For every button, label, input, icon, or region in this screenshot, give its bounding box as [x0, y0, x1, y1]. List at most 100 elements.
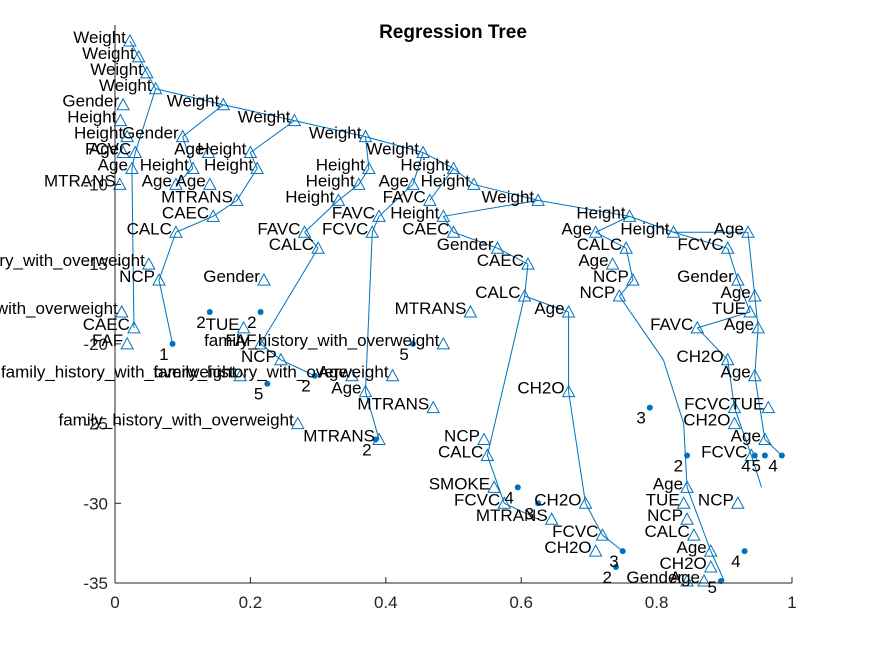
- y-tick-label: -35: [83, 574, 108, 593]
- tree-edge: [294, 120, 366, 138]
- tree-edge: [568, 391, 587, 504]
- x-tick-label: 0: [110, 593, 119, 612]
- tree-edge: [453, 168, 475, 185]
- branch-node-label: Height: [576, 203, 625, 222]
- tree-edge: [250, 120, 295, 153]
- branch-node: [751, 320, 765, 334]
- branch-node: [490, 241, 505, 254]
- branch-node-label: Height: [316, 155, 365, 174]
- branch-node-label: TUE: [646, 490, 680, 509]
- leaf-label: 1: [159, 345, 168, 364]
- branch-node-label: Gender: [62, 92, 119, 111]
- branch-node: [362, 161, 376, 174]
- branch-node-label: FAF: [225, 331, 256, 350]
- branch-node: [120, 336, 135, 350]
- branch-node-label: Weight: [99, 76, 152, 95]
- branch-node: [727, 416, 742, 430]
- branch-node-label: SMOKE: [429, 474, 490, 493]
- leaf-node: [535, 500, 542, 507]
- branch-node: [123, 33, 137, 47]
- branch-node-label: NCP: [698, 490, 734, 509]
- branch-node: [676, 496, 691, 509]
- branch-node: [680, 480, 694, 493]
- branch-node-label: CAEC: [477, 251, 524, 270]
- leaf-label: 2: [196, 313, 205, 332]
- branch-node: [406, 177, 420, 190]
- branch-node: [139, 65, 154, 79]
- branch-node-label: FCVC: [85, 140, 131, 159]
- branch-node-label: Age: [714, 219, 744, 238]
- tree-edge: [524, 295, 569, 313]
- branch-node: [297, 225, 312, 238]
- branch-node: [487, 480, 501, 493]
- branch-node: [274, 352, 288, 366]
- tree-edge: [158, 279, 174, 344]
- branch-node: [619, 241, 633, 254]
- leaf-label: 3: [636, 409, 645, 428]
- tree-edge: [602, 534, 624, 552]
- branch-node: [358, 384, 373, 398]
- leaf-label: 3: [609, 552, 618, 571]
- branch-node-label: Gender: [626, 568, 683, 587]
- branch-node: [690, 320, 705, 334]
- tree-edge: [673, 231, 728, 249]
- y-tick-label: -15: [83, 255, 108, 274]
- y-tick-label: -30: [83, 494, 108, 513]
- branch-node: [697, 573, 711, 587]
- branch-node: [128, 145, 143, 159]
- branch-node: [358, 129, 373, 143]
- leaf-node: [751, 452, 758, 459]
- tree-edge: [504, 502, 539, 520]
- branch-node-label: NCP: [593, 267, 629, 286]
- branch-node: [680, 512, 694, 525]
- branch-node: [127, 320, 141, 334]
- branch-node-label: FCVC: [701, 442, 747, 461]
- branch-node: [561, 384, 576, 398]
- branch-node-label: MTRANS: [161, 187, 233, 206]
- branch-node: [743, 304, 757, 318]
- branch-node-label: Age: [561, 219, 591, 238]
- branch-node: [202, 177, 217, 190]
- branch-node-label: Height: [285, 187, 334, 206]
- branch-node-label: TUE: [712, 299, 746, 318]
- leaf-label: 4: [504, 488, 513, 507]
- branch-node-label: family_history_with_overweight: [0, 251, 145, 270]
- branch-node-label: FCVC: [552, 522, 598, 541]
- branch-node-label: MTRANS: [357, 395, 429, 414]
- tree-edge: [754, 375, 766, 440]
- branch-node-label: Height: [67, 108, 116, 127]
- branch-node: [290, 416, 305, 430]
- branch-node-label: family_history_with_overweight: [59, 411, 295, 430]
- tree-edge: [155, 88, 224, 106]
- branch-node: [612, 288, 627, 302]
- branch-node-label: family_history_with_overweight: [1, 363, 237, 382]
- branch-node: [125, 161, 139, 174]
- branch-node-label: Gender: [437, 235, 494, 254]
- branch-node: [351, 177, 366, 190]
- branch-node-label: Height: [140, 155, 189, 174]
- tree-edge: [365, 391, 380, 440]
- x-tick-label: 0.2: [239, 593, 263, 612]
- branch-node-label: Height: [400, 155, 449, 174]
- branch-node-label: Weight: [238, 108, 291, 127]
- branch-node-label: Age: [534, 299, 564, 318]
- branch-node: [747, 288, 762, 302]
- branch-node-label: Gender: [677, 267, 734, 286]
- tree-edge: [733, 407, 752, 456]
- branch-node: [257, 273, 271, 286]
- branch-node-label: family_history_with_overweight: [153, 363, 389, 382]
- branch-node: [626, 273, 640, 286]
- branch-node-label: NCP: [444, 427, 480, 446]
- branch-node: [595, 528, 610, 541]
- leaf-node: [372, 436, 379, 443]
- branch-node: [666, 225, 681, 238]
- branch-node-label: NCP: [241, 347, 277, 366]
- branch-node: [622, 209, 637, 222]
- tree-edge: [280, 359, 315, 377]
- branch-node-label: Height: [306, 171, 355, 190]
- tree-edge: [453, 231, 498, 249]
- branch-node: [148, 81, 163, 95]
